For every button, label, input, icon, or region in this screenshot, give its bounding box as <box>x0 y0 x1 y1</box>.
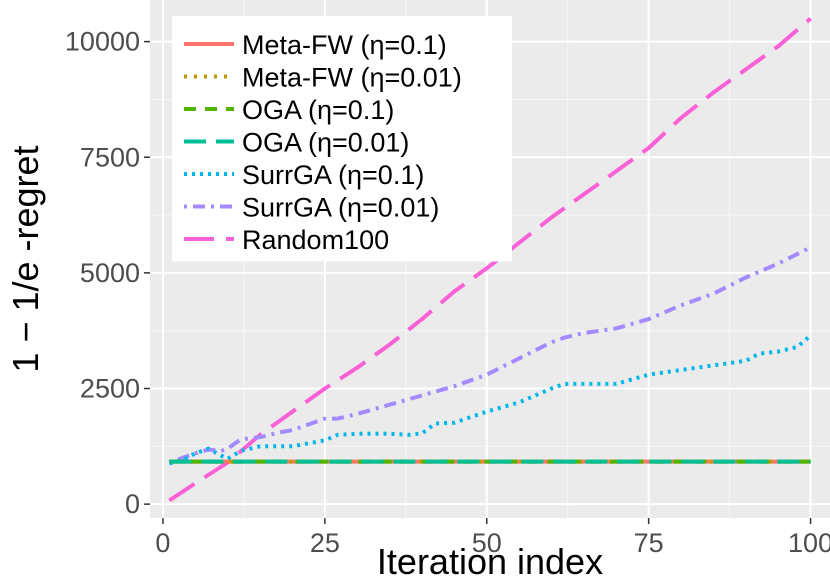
y-tick-label: 5000 <box>80 258 140 288</box>
x-tick-label: 50 <box>472 528 502 558</box>
series-line-5 <box>168 245 812 465</box>
legend-label-6: Random100 <box>242 225 389 255</box>
y-tick-label: 0 <box>125 489 140 519</box>
x-tick-label: 100 <box>788 528 830 558</box>
y-axis-title: 1 − 1/e -regret <box>5 145 46 372</box>
legend-box <box>172 16 512 262</box>
series-line-6 <box>168 16 812 503</box>
legend-label-3: OGA (η=0.01) <box>242 128 409 158</box>
legend-label-0: Meta-FW (η=0.1) <box>242 30 447 60</box>
y-tick-label: 7500 <box>80 142 140 172</box>
y-tick-label: 2500 <box>80 374 140 404</box>
x-tick-label: 25 <box>310 528 340 558</box>
x-tick-label: 0 <box>155 528 170 558</box>
legend-label-4: SurrGA (η=0.1) <box>242 160 424 190</box>
y-tick-label: 10000 <box>65 27 140 57</box>
legend-label-2: OGA (η=0.1) <box>242 95 394 125</box>
x-tick-label: 75 <box>634 528 664 558</box>
legend-label-1: Meta-FW (η=0.01) <box>242 63 462 93</box>
axes: 0 25 50 75 100 0 2500 5000 7500 10000 <box>65 27 830 558</box>
x-axis-title: Iteration index <box>377 541 603 579</box>
legend-label-5: SurrGA (η=0.01) <box>242 193 439 223</box>
legend: Meta-FW (η=0.1)Meta-FW (η=0.01)OGA (η=0.… <box>172 16 512 262</box>
series-lines <box>168 16 812 503</box>
